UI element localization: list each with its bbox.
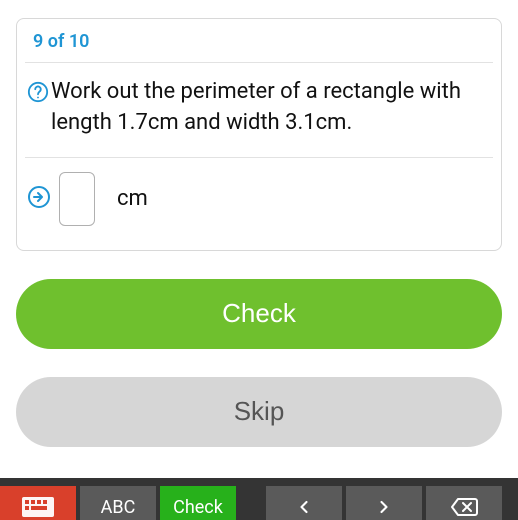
next-button[interactable] <box>346 486 422 520</box>
keyboard-icon[interactable] <box>0 486 76 520</box>
answer-unit: cm <box>117 186 148 211</box>
arrow-right-icon <box>27 185 51 213</box>
help-icon[interactable] <box>27 81 49 107</box>
prev-button[interactable] <box>266 486 342 520</box>
check-button[interactable]: Check <box>16 279 502 349</box>
answer-input[interactable] <box>59 172 95 226</box>
question-row: Work out the perimeter of a rectangle wi… <box>17 63 501 157</box>
abc-button[interactable]: ABC <box>80 486 156 520</box>
toolbar-check-button[interactable]: Check <box>160 486 236 520</box>
skip-button[interactable]: Skip <box>16 377 502 447</box>
question-text: Work out the perimeter of a rectangle wi… <box>49 77 491 139</box>
answer-row: cm <box>17 158 501 250</box>
question-card: 9 of 10 Work out the perimeter of a rect… <box>16 18 502 251</box>
keyboard-toolbar: ABC Check <box>0 478 518 520</box>
backspace-icon[interactable] <box>426 486 502 520</box>
progress-text: 9 of 10 <box>17 19 501 62</box>
